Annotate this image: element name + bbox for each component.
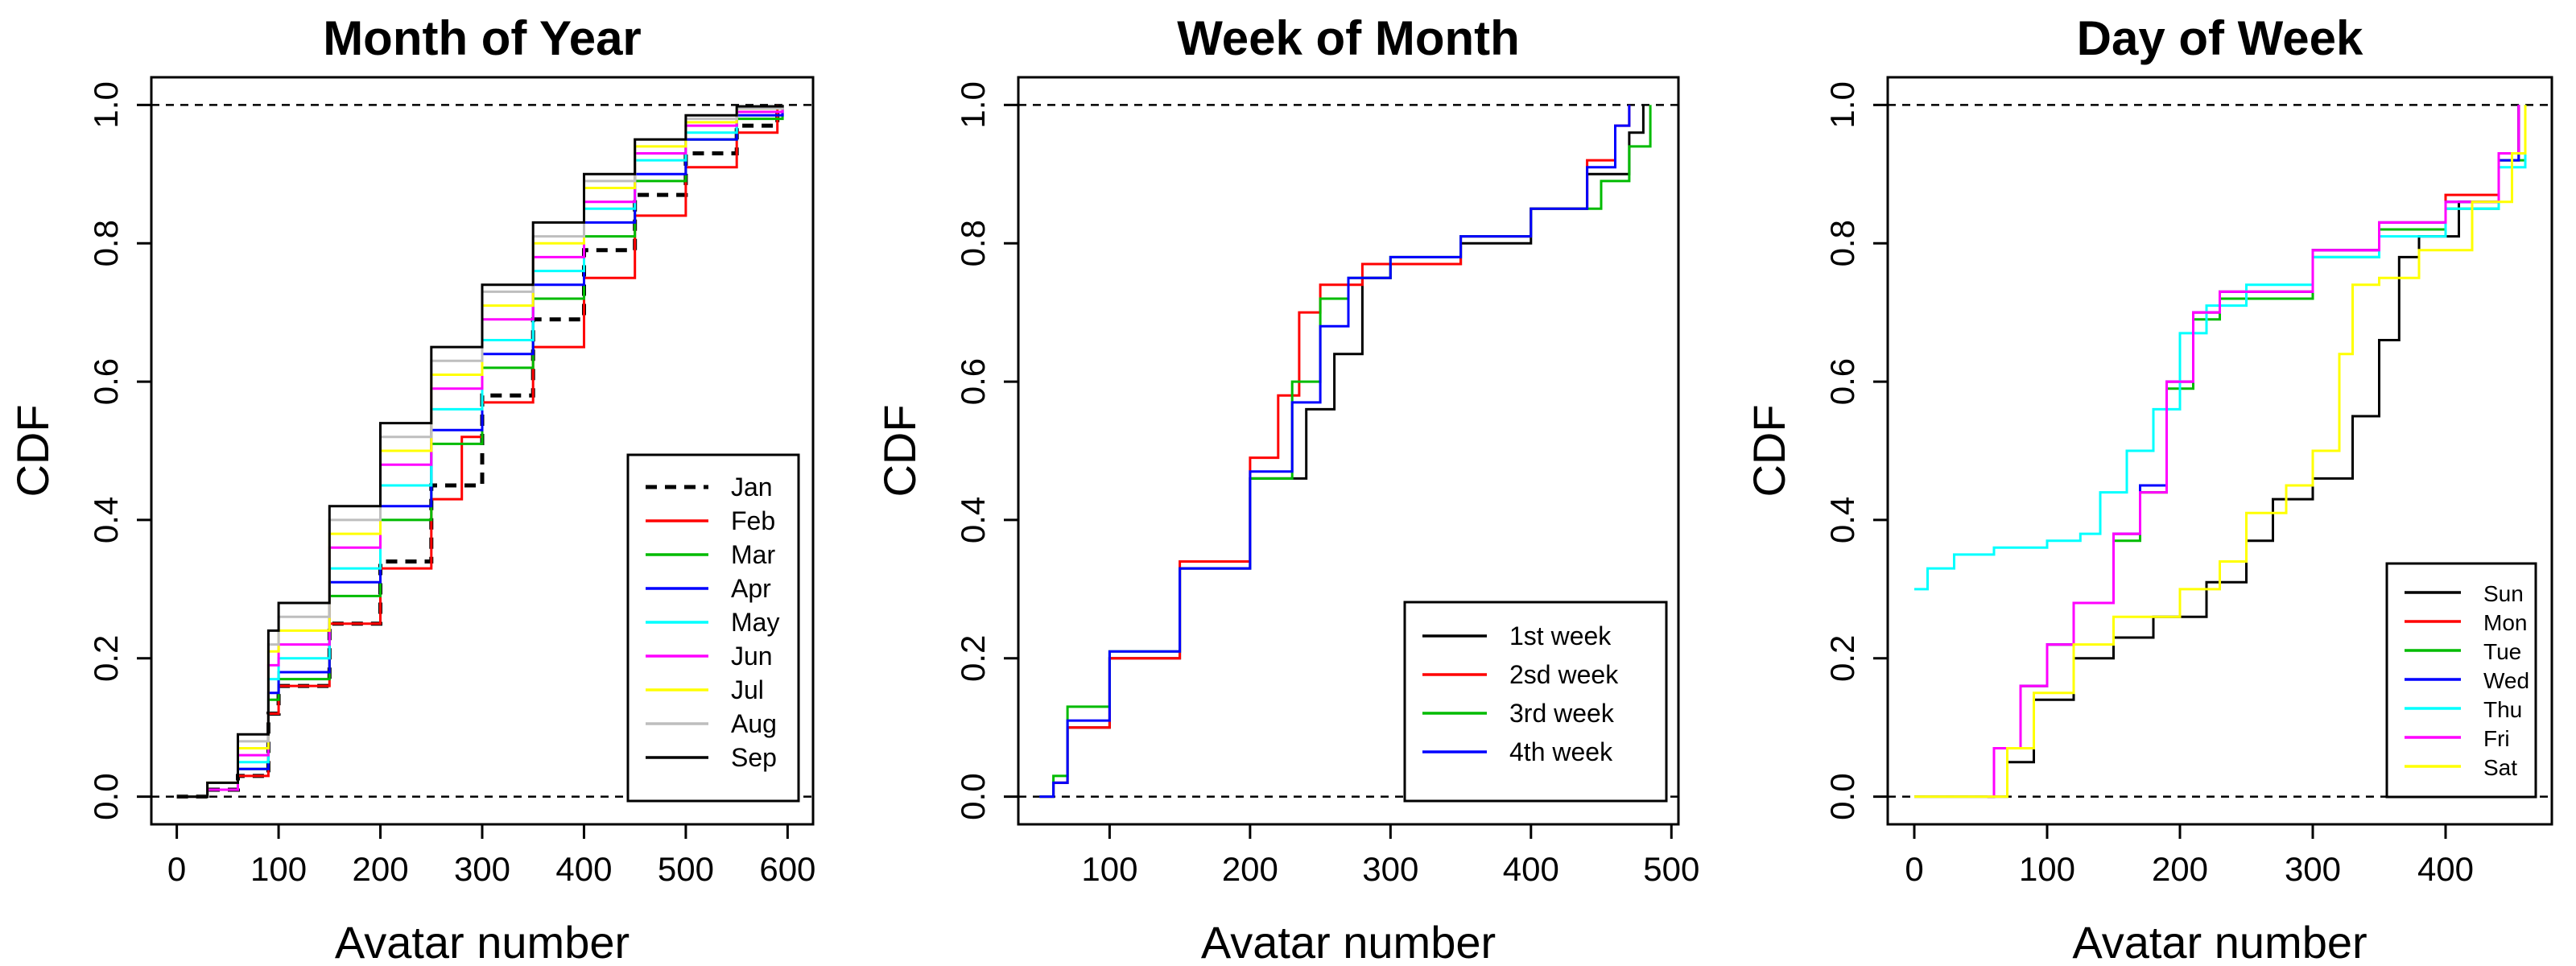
- x-axis-title: Avatar number: [1201, 917, 1496, 966]
- x-tick-label: 300: [1362, 850, 1418, 888]
- legend-label: Sat: [2483, 755, 2517, 780]
- x-tick-label: 100: [1081, 850, 1137, 888]
- chart-title: Month of Year: [323, 11, 642, 65]
- y-axis-title: CDF: [874, 404, 925, 497]
- x-tick-label: 400: [555, 850, 612, 888]
- x-axis-title: Avatar number: [335, 917, 630, 966]
- y-tick-label: 0.6: [1823, 358, 1861, 405]
- legend-label: Jun: [731, 642, 773, 671]
- series-line-3rd-week: [1039, 105, 1652, 799]
- x-tick-label: 100: [2019, 850, 2075, 888]
- y-tick-label: 0.6: [954, 358, 992, 405]
- legend-label: Aug: [731, 709, 777, 738]
- x-tick-label: 200: [352, 850, 408, 888]
- legend-label: Sun: [2483, 581, 2524, 606]
- series-line-thu: [1914, 105, 2527, 591]
- x-axis-title: Avatar number: [2072, 917, 2367, 966]
- chart-panel-2: Week of Month 100 200 300 400 500 0.0 0.2 0.4 0.6…: [874, 11, 1699, 966]
- y-tick-label: 0.8: [954, 220, 992, 266]
- x-tick-label: 0: [1905, 850, 1923, 888]
- y-tick-label: 1.0: [954, 81, 992, 128]
- legend: 1st week 2sd week 3rd week 4th week: [1403, 601, 1668, 803]
- y-tick-label: 1.0: [87, 81, 125, 128]
- legend-label: Sep: [731, 743, 777, 772]
- x-tick-label: 400: [2417, 850, 2474, 888]
- legend-label: Apr: [731, 574, 771, 603]
- x-tick-label: 300: [2285, 850, 2341, 888]
- y-tick-label: 0.2: [1823, 635, 1861, 682]
- y-tick-label: 0.2: [954, 635, 992, 682]
- y-axis-title: CDF: [7, 404, 58, 497]
- x-tick-label: 400: [1503, 850, 1559, 888]
- y-axis-title: CDF: [1744, 404, 1794, 497]
- x-tick-label: 0: [167, 850, 186, 888]
- series-line-sat: [1914, 105, 2527, 799]
- legend-label: Mon: [2483, 610, 2527, 635]
- chart-title: Week of Month: [1177, 11, 1520, 65]
- chart-title: Day of Week: [2077, 11, 2363, 65]
- legend-label: Mar: [731, 540, 775, 569]
- legend-label: Thu: [2483, 697, 2522, 722]
- chart-panel-3: Day of Week 0 100 200 300 400 0.0 0.2 0.4 0.6 0.8 1…: [1744, 11, 2553, 966]
- legend-label: Jan: [731, 473, 773, 502]
- legend-label: 2sd week: [1509, 660, 1619, 689]
- plot-frame: [1886, 76, 2553, 826]
- x-tick-label: 500: [658, 850, 714, 888]
- y-tick-label: 0.8: [1823, 220, 1861, 266]
- legend-label: 3rd week: [1509, 699, 1615, 728]
- y-tick-label: 0.0: [87, 773, 125, 819]
- y-tick-label: 0.6: [87, 358, 125, 405]
- y-tick-label: 0.0: [1823, 773, 1861, 819]
- y-tick-label: 0.4: [1823, 497, 1861, 543]
- legend-label: 4th week: [1509, 737, 1613, 766]
- chart-panel-1: Month of Year 0 100 200 300 400 500 600 0.0 0.2 0.…: [7, 11, 815, 966]
- x-tick-label: 300: [454, 850, 510, 888]
- legend-label: May: [731, 608, 779, 637]
- legend-label: Tue: [2483, 639, 2521, 664]
- y-tick-label: 1.0: [1823, 81, 1861, 128]
- x-tick-label: 600: [759, 850, 815, 888]
- y-tick-label: 0.0: [954, 773, 992, 819]
- x-tick-label: 100: [250, 850, 307, 888]
- y-tick-label: 0.8: [87, 220, 125, 266]
- legend: Jan Feb Mar Apr May Jun Jul Aug Sep: [626, 453, 800, 803]
- legend-box: [626, 453, 800, 803]
- legend-label: Feb: [731, 506, 775, 535]
- legend-label: Wed: [2483, 668, 2529, 693]
- plot-frame: [1017, 76, 1680, 826]
- series-line-feb: [176, 105, 779, 799]
- legend-label: 1st week: [1509, 621, 1612, 650]
- x-tick-label: 500: [1643, 850, 1699, 888]
- y-tick-label: 0.4: [954, 497, 992, 543]
- x-tick-label: 200: [1222, 850, 1278, 888]
- series-line-fri: [1987, 105, 2520, 799]
- x-tick-label: 200: [2152, 850, 2208, 888]
- series-line-4th-week: [1039, 105, 1631, 799]
- legend: Sun Mon Tue Wed Thu Fri Sat: [2385, 562, 2537, 799]
- y-tick-label: 0.4: [87, 497, 125, 543]
- legend-label: Jul: [731, 675, 764, 704]
- y-tick-label: 0.2: [87, 635, 125, 682]
- series-line-sep: [176, 105, 784, 799]
- legend-label: Fri: [2483, 726, 2510, 751]
